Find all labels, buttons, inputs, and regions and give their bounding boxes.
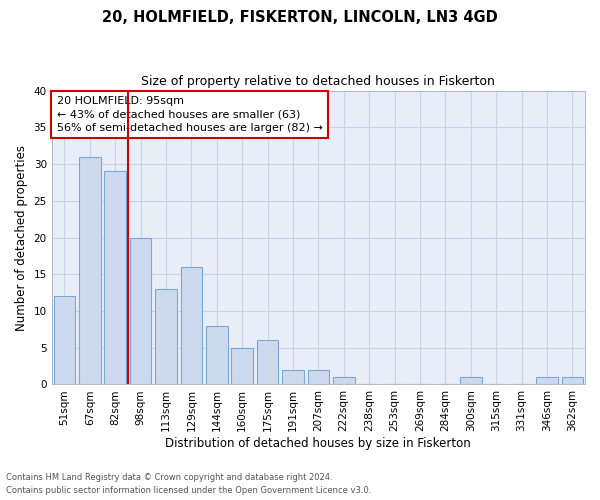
- Bar: [130, 238, 151, 384]
- Bar: [53, 296, 75, 384]
- Text: Contains HM Land Registry data © Crown copyright and database right 2024.
Contai: Contains HM Land Registry data © Crown c…: [6, 474, 371, 495]
- X-axis label: Distribution of detached houses by size in Fiskerton: Distribution of detached houses by size …: [166, 437, 471, 450]
- Bar: [333, 377, 355, 384]
- Bar: [181, 267, 202, 384]
- Bar: [460, 377, 482, 384]
- Bar: [206, 326, 227, 384]
- Bar: [79, 156, 101, 384]
- Bar: [562, 377, 583, 384]
- Bar: [257, 340, 278, 384]
- Bar: [536, 377, 557, 384]
- Bar: [155, 289, 177, 384]
- Title: Size of property relative to detached houses in Fiskerton: Size of property relative to detached ho…: [142, 75, 495, 88]
- Text: 20, HOLMFIELD, FISKERTON, LINCOLN, LN3 4GD: 20, HOLMFIELD, FISKERTON, LINCOLN, LN3 4…: [102, 10, 498, 25]
- Bar: [282, 370, 304, 384]
- Y-axis label: Number of detached properties: Number of detached properties: [15, 144, 28, 330]
- Bar: [308, 370, 329, 384]
- Bar: [232, 348, 253, 385]
- Bar: [104, 172, 126, 384]
- Text: 20 HOLMFIELD: 95sqm
← 43% of detached houses are smaller (63)
56% of semi-detach: 20 HOLMFIELD: 95sqm ← 43% of detached ho…: [57, 96, 323, 133]
